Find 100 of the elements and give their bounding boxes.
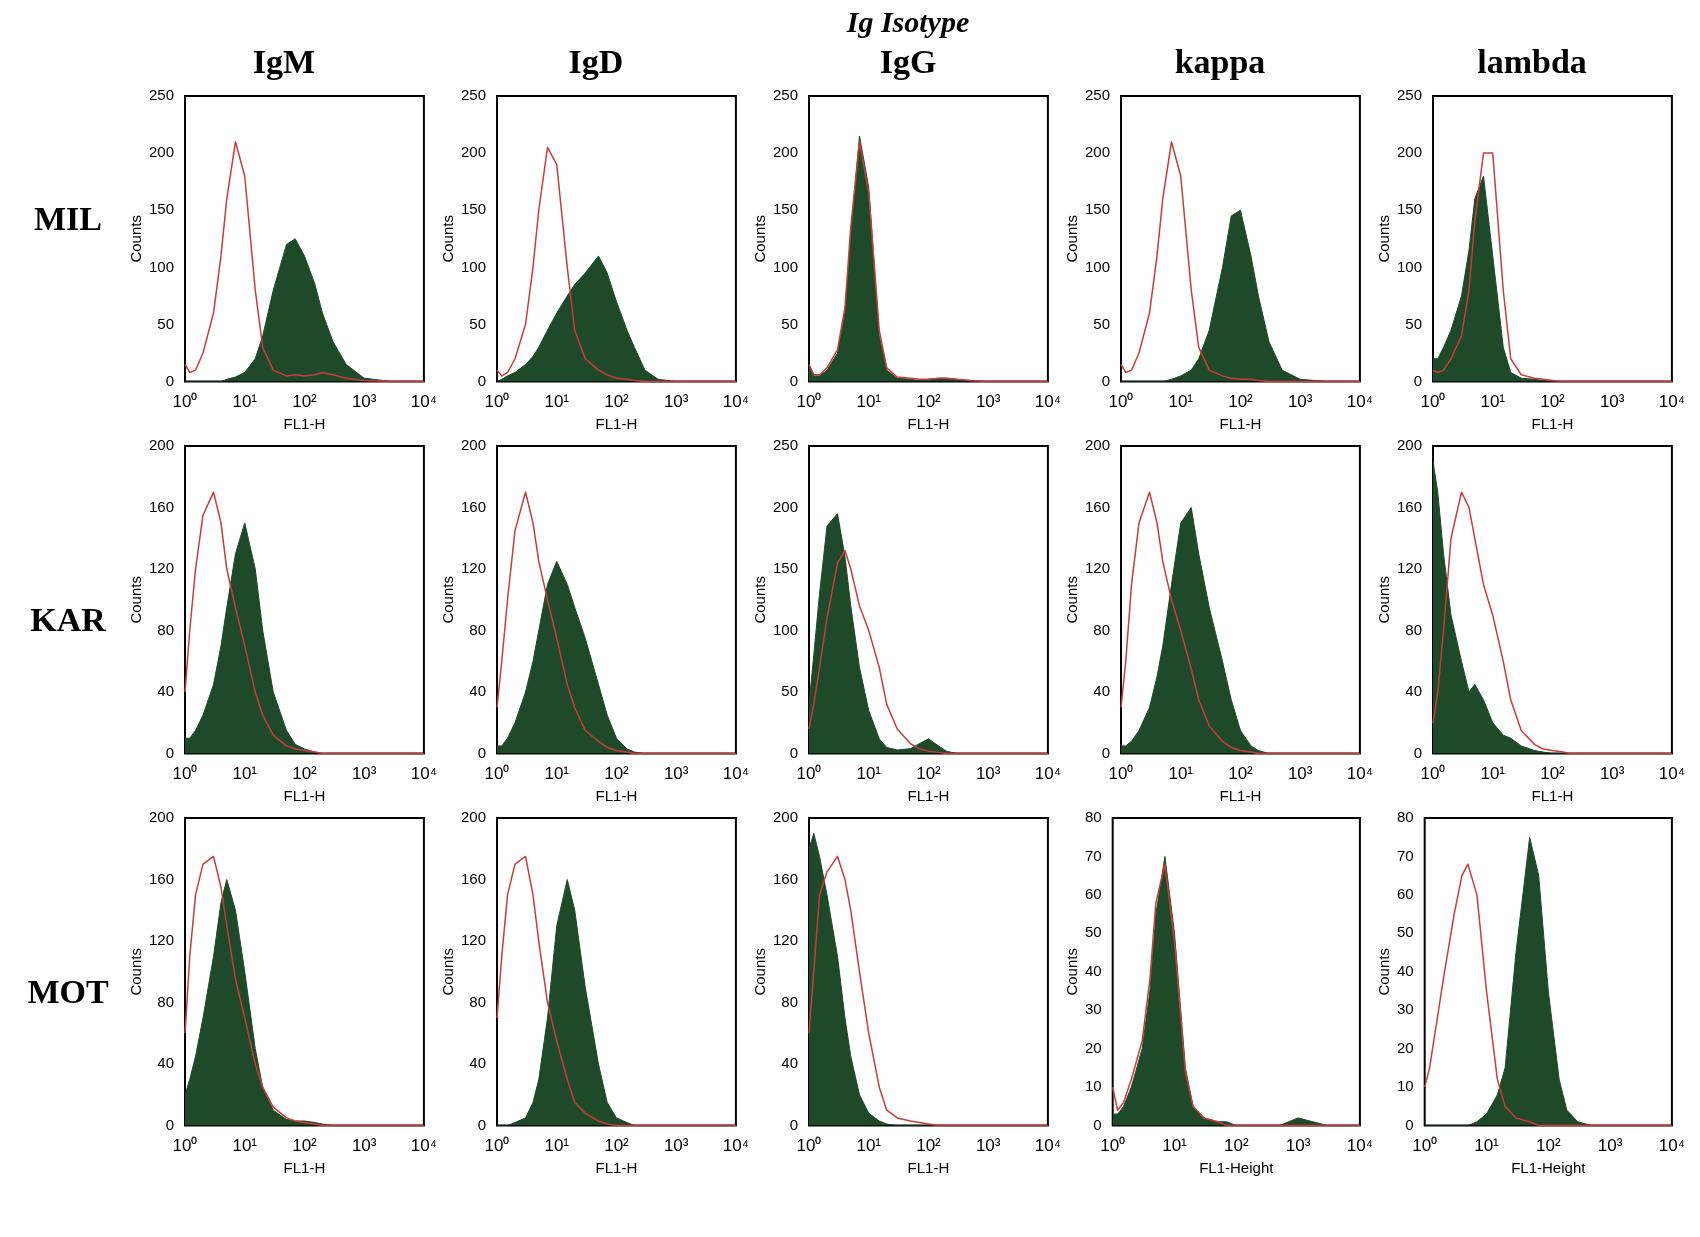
y-axis-title: Counts bbox=[1063, 215, 1081, 263]
x-tick-label: 10⁴ bbox=[1034, 392, 1061, 412]
y-tick-label: 0 bbox=[1413, 371, 1423, 389]
x-tick-label: 10² bbox=[1228, 392, 1254, 412]
x-tick-label: 10¹ bbox=[1162, 1136, 1188, 1156]
y-tick-label: 80 bbox=[469, 620, 487, 638]
y-axis-title: Counts bbox=[1375, 215, 1393, 263]
y-tick-label: 160 bbox=[773, 869, 799, 887]
x-tick-label: 10¹ bbox=[232, 1136, 258, 1156]
y-tick-label: 40 bbox=[1085, 961, 1102, 979]
x-axis-title: FL1-H bbox=[907, 1159, 950, 1177]
x-tick-label: 10⁴ bbox=[1346, 1136, 1373, 1156]
x-tick-label: 10⁴ bbox=[1658, 392, 1685, 412]
x-tick-label: 10¹ bbox=[232, 764, 258, 784]
y-tick-label: 200 bbox=[149, 143, 175, 161]
x-tick-label: 10² bbox=[916, 1136, 942, 1156]
x-tick-label: 10⁰ bbox=[172, 1136, 198, 1156]
x-tick-label: 10² bbox=[916, 764, 942, 784]
y-tick-label: 160 bbox=[461, 869, 487, 887]
x-tick-label: 10² bbox=[604, 1136, 630, 1156]
x-tick-label: 10¹ bbox=[232, 392, 258, 412]
x-tick-label: 10² bbox=[292, 764, 318, 784]
x-tick-label: 10² bbox=[604, 764, 630, 784]
x-tick-label: 10⁰ bbox=[1108, 764, 1134, 784]
y-tick-label: 50 bbox=[1085, 923, 1102, 941]
y-tick-label: 200 bbox=[461, 436, 487, 454]
y-tick-label: 0 bbox=[165, 1115, 175, 1133]
x-tick-label: 10³ bbox=[351, 764, 377, 784]
y-axis-title: Counts bbox=[751, 215, 769, 263]
y-tick-label: 120 bbox=[1397, 559, 1423, 577]
x-tick-label: 10¹ bbox=[544, 764, 570, 784]
y-tick-label: 120 bbox=[461, 559, 487, 577]
x-tick-label: 10⁰ bbox=[484, 764, 510, 784]
y-tick-label: 120 bbox=[773, 931, 799, 949]
x-tick-label: 10⁰ bbox=[796, 392, 822, 412]
y-axis-title: Counts bbox=[439, 215, 457, 263]
y-tick-label: 100 bbox=[773, 620, 799, 638]
x-tick-label: 10⁰ bbox=[172, 392, 198, 412]
y-tick-label: 40 bbox=[157, 682, 175, 700]
chart-title: IgD bbox=[568, 42, 624, 82]
y-tick-label: 250 bbox=[773, 86, 799, 104]
x-axis-title: FL1-H bbox=[1219, 415, 1262, 433]
x-tick-label: 10⁴ bbox=[722, 764, 749, 784]
x-tick-label: 10² bbox=[292, 1136, 318, 1156]
x-axis-title: FL1-H bbox=[595, 787, 638, 805]
y-tick-label: 160 bbox=[1397, 497, 1423, 515]
x-axis-title: FL1-H bbox=[1531, 787, 1574, 805]
chart-title: IgG bbox=[879, 42, 937, 82]
x-axis-title: FL1-H bbox=[283, 787, 326, 805]
y-tick-label: 30 bbox=[1397, 1000, 1414, 1018]
x-tick-label: 10⁴ bbox=[410, 392, 437, 412]
x-tick-label: 10³ bbox=[1287, 764, 1313, 784]
y-tick-label: 0 bbox=[789, 743, 799, 761]
y-tick-label: 200 bbox=[149, 808, 175, 826]
x-tick-label: 10⁴ bbox=[410, 764, 437, 784]
y-tick-label: 0 bbox=[1101, 743, 1111, 761]
x-tick-label: 10² bbox=[1228, 764, 1254, 784]
y-axis-title: Counts bbox=[439, 948, 457, 996]
y-tick-label: 0 bbox=[1405, 1115, 1414, 1133]
y-tick-label: 50 bbox=[1093, 314, 1111, 332]
y-tick-label: 50 bbox=[781, 682, 799, 700]
y-tick-label: 200 bbox=[1397, 143, 1423, 161]
y-tick-label: 80 bbox=[1093, 620, 1111, 638]
x-tick-label: 10² bbox=[1540, 764, 1566, 784]
text: KAR bbox=[29, 600, 107, 640]
x-tick-label: 10² bbox=[604, 392, 630, 412]
x-tick-label: 10¹ bbox=[1480, 764, 1506, 784]
x-axis-title: FL1-H bbox=[1219, 787, 1262, 805]
x-tick-label: 10¹ bbox=[1168, 392, 1194, 412]
y-tick-label: 200 bbox=[1085, 143, 1111, 161]
y-tick-label: 80 bbox=[157, 620, 175, 638]
x-axis-title: FL1-H bbox=[907, 787, 950, 805]
y-tick-label: 0 bbox=[1101, 371, 1111, 389]
y-tick-label: 0 bbox=[165, 371, 175, 389]
x-tick-label: 10¹ bbox=[856, 1136, 882, 1156]
y-axis-title: Counts bbox=[127, 948, 145, 996]
y-tick-label: 160 bbox=[149, 869, 175, 887]
x-tick-label: 10² bbox=[1536, 1136, 1561, 1156]
y-tick-label: 50 bbox=[1397, 923, 1414, 941]
x-tick-label: 10³ bbox=[1599, 764, 1625, 784]
y-tick-label: 50 bbox=[469, 314, 487, 332]
y-tick-label: 200 bbox=[773, 143, 799, 161]
x-tick-label: 10⁴ bbox=[1346, 392, 1373, 412]
y-tick-label: 100 bbox=[149, 257, 175, 275]
x-tick-label: 10⁰ bbox=[1420, 392, 1446, 412]
y-tick-label: 80 bbox=[1397, 808, 1414, 826]
y-axis-title: Counts bbox=[1063, 948, 1081, 996]
y-axis-title: Counts bbox=[751, 948, 769, 996]
y-tick-label: 50 bbox=[157, 314, 175, 332]
y-tick-label: 0 bbox=[789, 371, 799, 389]
y-tick-label: 200 bbox=[461, 143, 487, 161]
x-tick-label: 10³ bbox=[1599, 392, 1625, 412]
y-tick-label: 70 bbox=[1085, 846, 1102, 864]
y-axis-title: Counts bbox=[439, 576, 457, 624]
x-tick-label: 10¹ bbox=[544, 1136, 570, 1156]
y-tick-label: 40 bbox=[469, 682, 487, 700]
y-tick-label: 70 bbox=[1397, 846, 1414, 864]
y-axis-title: Counts bbox=[127, 215, 145, 263]
y-tick-label: 200 bbox=[149, 436, 175, 454]
y-tick-label: 160 bbox=[461, 497, 487, 515]
